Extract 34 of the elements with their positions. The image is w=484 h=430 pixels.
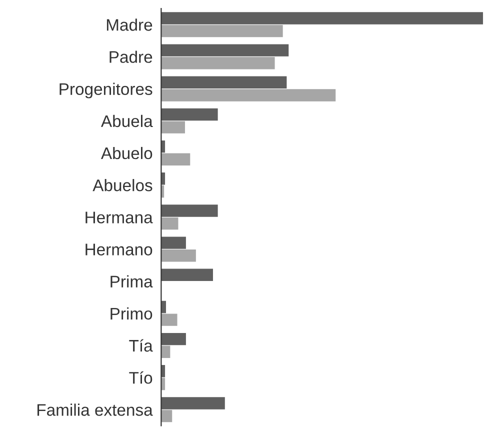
y-tick-label: Hermano: [86, 244, 152, 256]
y-tick-label: Abuelo: [100, 146, 152, 160]
y-tick-label: Abuelos: [92, 179, 152, 192]
bar: [161, 314, 178, 326]
bar: [161, 332, 186, 346]
bar: [161, 365, 166, 378]
y-tick-label: Madre: [106, 18, 152, 31]
y-tick-label: Primo: [110, 307, 152, 320]
y-tick-label: Abuela: [100, 114, 153, 128]
bar: [161, 121, 185, 134]
y-tick-label: Tío: [129, 371, 152, 384]
bar: [161, 57, 275, 70]
y-tick-label: Hermana: [86, 212, 153, 224]
bar: [161, 24, 283, 38]
bar: [161, 217, 178, 230]
y-tick-label: Familia extensa: [38, 404, 153, 416]
y-tick-label: Progenitores: [60, 82, 152, 98]
y-tick-label: Prima: [110, 275, 153, 288]
bar: [161, 268, 213, 281]
y-tick-label: Tía: [129, 339, 153, 352]
bar: [161, 153, 190, 166]
y-tick-label: Padre: [110, 50, 152, 63]
bar: [161, 300, 166, 314]
bar: [161, 76, 287, 88]
bar: [161, 12, 484, 24]
bar: [161, 397, 225, 410]
bar: [161, 346, 170, 358]
bar: [161, 236, 186, 249]
bar: [161, 108, 218, 121]
bar: [161, 410, 172, 422]
bar: [161, 44, 289, 56]
bar: [161, 250, 196, 262]
bar: [161, 89, 336, 102]
bar: [161, 204, 218, 217]
